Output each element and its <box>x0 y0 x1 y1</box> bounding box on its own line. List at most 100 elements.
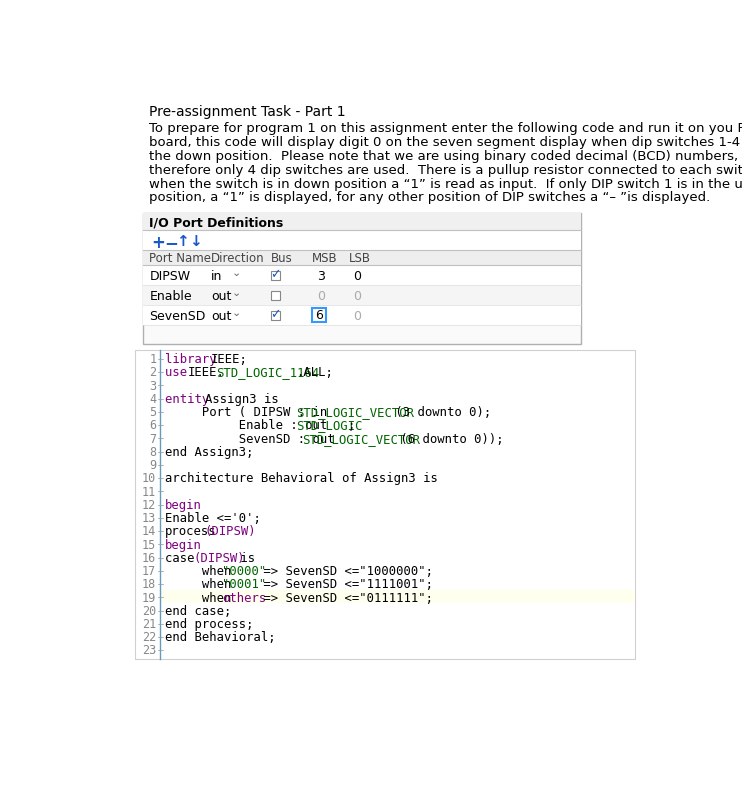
Text: MSB: MSB <box>312 252 338 265</box>
Text: 14: 14 <box>142 525 157 538</box>
Bar <box>312 308 326 322</box>
Text: 0: 0 <box>353 270 361 283</box>
Text: 20: 20 <box>142 605 157 618</box>
Text: 6: 6 <box>149 419 157 432</box>
Bar <box>143 213 581 230</box>
Text: +: + <box>151 234 165 251</box>
Bar <box>271 311 280 320</box>
Text: begin: begin <box>165 538 202 551</box>
Text: end Assign3;: end Assign3; <box>165 446 253 459</box>
Text: DIPSW: DIPSW <box>149 270 191 283</box>
Bar <box>143 250 581 266</box>
Text: case: case <box>165 552 202 565</box>
Text: "0001": "0001" <box>222 578 266 592</box>
Text: IEEE;: IEEE; <box>211 353 247 366</box>
Text: "0000": "0000" <box>222 565 266 578</box>
Text: 11: 11 <box>142 485 157 499</box>
Text: process: process <box>165 525 217 538</box>
Text: Bus: Bus <box>271 252 293 265</box>
Text: 18: 18 <box>142 578 157 592</box>
Text: STD_LOGIC_VECTOR: STD_LOGIC_VECTOR <box>302 432 420 446</box>
Text: library: library <box>165 353 224 366</box>
Text: To prepare for program 1 on this assignment enter the following code and run it : To prepare for program 1 on this assignm… <box>148 122 742 135</box>
Text: when: when <box>165 592 239 604</box>
Text: STD_LOGIC_1164: STD_LOGIC_1164 <box>216 366 320 379</box>
Text: out: out <box>211 290 232 303</box>
Text: 15: 15 <box>142 538 157 551</box>
Text: Enable : out: Enable : out <box>165 419 335 432</box>
Text: ;: ; <box>348 419 355 432</box>
Text: STD_LOGIC_VECTOR: STD_LOGIC_VECTOR <box>296 406 414 419</box>
Text: .ALL;: .ALL; <box>296 366 333 379</box>
Text: ✓: ✓ <box>270 269 281 282</box>
Text: 12: 12 <box>142 499 157 511</box>
Text: therefore only 4 dip switches are used.  There is a pullup resistor connected to: therefore only 4 dip switches are used. … <box>148 163 742 177</box>
Text: 21: 21 <box>142 618 157 631</box>
Text: 23: 23 <box>142 645 157 657</box>
Text: STD_LOGIC: STD_LOGIC <box>296 419 363 432</box>
Text: 3: 3 <box>317 270 324 283</box>
Bar <box>135 350 635 659</box>
Text: board, this code will display digit 0 on the seven segment display when dip swit: board, this code will display digit 0 on… <box>148 136 742 149</box>
Text: end case;: end case; <box>165 605 232 618</box>
Text: SevenSD: SevenSD <box>149 310 206 323</box>
Text: position, a “1” is displayed, for any other position of DIP switches a “– ”is di: position, a “1” is displayed, for any ot… <box>148 191 710 205</box>
Text: 5: 5 <box>149 406 157 419</box>
Bar <box>143 213 581 344</box>
Text: architecture Behavioral of Assign3 is: architecture Behavioral of Assign3 is <box>165 473 438 485</box>
Text: begin: begin <box>165 499 202 511</box>
Bar <box>143 285 581 305</box>
Bar <box>143 305 581 325</box>
Text: ⌄: ⌄ <box>232 308 241 319</box>
Text: IEEE.: IEEE. <box>188 366 225 379</box>
Text: SevenSD : out: SevenSD : out <box>165 432 342 446</box>
Text: Port Name: Port Name <box>149 252 211 265</box>
Text: LSB: LSB <box>349 252 370 265</box>
Text: end Behavioral;: end Behavioral; <box>165 631 275 644</box>
Text: 0: 0 <box>353 290 361 303</box>
Text: Pre-assignment Task - Part 1: Pre-assignment Task - Part 1 <box>148 105 345 119</box>
Text: ⌄: ⌄ <box>232 268 241 278</box>
Text: others: others <box>222 592 266 604</box>
Text: (6 downto 0));: (6 downto 0)); <box>393 432 504 446</box>
Text: 4: 4 <box>149 393 157 406</box>
Text: ↓: ↓ <box>189 234 202 249</box>
Text: Assign3 is: Assign3 is <box>205 393 278 406</box>
Text: (DIPSW): (DIPSW) <box>205 525 257 538</box>
Text: 19: 19 <box>142 592 157 604</box>
Text: 6: 6 <box>315 309 323 322</box>
Text: 17: 17 <box>142 565 157 578</box>
Text: 2: 2 <box>149 366 157 379</box>
Text: => SevenSD <="1111001";: => SevenSD <="1111001"; <box>256 578 433 592</box>
Bar <box>271 270 280 280</box>
Text: out: out <box>211 310 232 323</box>
Text: 3: 3 <box>149 380 157 393</box>
Text: I/O Port Definitions: I/O Port Definitions <box>149 216 283 229</box>
Text: −: − <box>164 234 178 251</box>
Text: Direction: Direction <box>211 252 265 265</box>
Text: Enable: Enable <box>149 290 192 303</box>
Text: 16: 16 <box>142 552 157 565</box>
Text: 9: 9 <box>149 459 157 472</box>
Text: when the switch is in down position a “1” is read as input.  If only DIP switch : when the switch is in down position a “1… <box>148 178 742 190</box>
Text: (DIPSW): (DIPSW) <box>194 552 245 565</box>
Text: use: use <box>165 366 194 379</box>
Text: entity: entity <box>165 393 217 406</box>
Text: 0: 0 <box>353 310 361 323</box>
Text: when: when <box>165 565 239 578</box>
Bar <box>271 291 280 300</box>
Text: when: when <box>165 578 239 592</box>
Text: the down position.  Please note that we are using binary coded decimal (BCD) num: the down position. Please note that we a… <box>148 150 738 163</box>
Text: ✓: ✓ <box>270 308 281 321</box>
Bar <box>143 266 581 285</box>
Text: 1: 1 <box>149 353 157 366</box>
Text: ⌄: ⌄ <box>232 289 241 298</box>
Text: => SevenSD <="1000000";: => SevenSD <="1000000"; <box>256 565 433 578</box>
Text: 8: 8 <box>149 446 157 459</box>
Bar <box>161 590 635 603</box>
Text: 10: 10 <box>142 473 157 485</box>
Text: is: is <box>234 552 255 565</box>
Text: 0: 0 <box>317 290 325 303</box>
Bar <box>143 230 581 250</box>
Text: Port ( DIPSW : in: Port ( DIPSW : in <box>165 406 335 419</box>
